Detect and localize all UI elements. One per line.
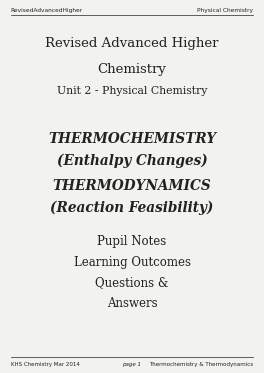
Text: KHS Chemistry Mar 2014: KHS Chemistry Mar 2014 <box>11 362 79 367</box>
Text: Unit 2 - Physical Chemistry: Unit 2 - Physical Chemistry <box>57 86 207 96</box>
Text: page 1: page 1 <box>122 362 142 367</box>
Text: Pupil Notes: Pupil Notes <box>97 235 167 248</box>
Text: Learning Outcomes: Learning Outcomes <box>73 256 191 269</box>
Text: Revised Advanced Higher: Revised Advanced Higher <box>45 37 219 50</box>
Text: (Enthalpy Changes): (Enthalpy Changes) <box>56 154 208 169</box>
Text: RevisedAdvancedHigher: RevisedAdvancedHigher <box>11 8 83 13</box>
Text: Answers: Answers <box>107 297 157 310</box>
Text: Chemistry: Chemistry <box>98 63 166 76</box>
Text: Physical Chemistry: Physical Chemistry <box>197 8 253 13</box>
Text: Questions &: Questions & <box>95 276 169 289</box>
Text: THERMOCHEMISTRY: THERMOCHEMISTRY <box>48 132 216 147</box>
Text: THERMODYNAMICS: THERMODYNAMICS <box>53 179 211 193</box>
Text: Thermochemistry & Thermodynamics: Thermochemistry & Thermodynamics <box>149 362 253 367</box>
Text: (Reaction Feasibility): (Reaction Feasibility) <box>50 201 214 215</box>
